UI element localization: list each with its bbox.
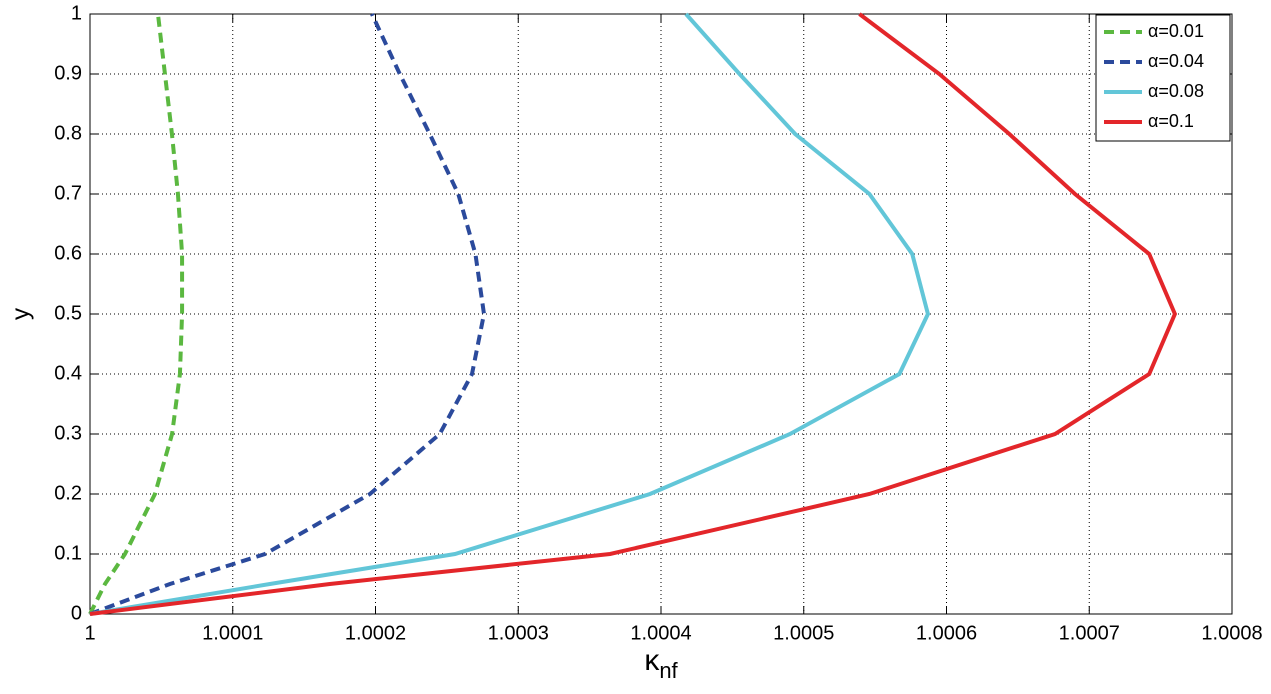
x-axis-label-sub: nf <box>659 658 678 683</box>
y-tick-label: 0.3 <box>54 422 82 444</box>
y-axis-label: y <box>7 308 34 320</box>
line-series <box>89 12 931 616</box>
x-tick-label: 1.0003 <box>488 622 549 644</box>
y-tick-label: 0.4 <box>54 362 82 384</box>
x-tick-label: 1.0005 <box>773 622 834 644</box>
y-tick-label: 0.2 <box>54 482 82 504</box>
x-tick-label: 1.0004 <box>630 622 691 644</box>
legend: α=0.01 α=0.04 α=0.08 α=0.1 <box>1095 14 1231 142</box>
line-series <box>89 12 1178 616</box>
legend-label: α=0.08 <box>1148 81 1204 101</box>
x-tick-label: 1.0006 <box>916 622 977 644</box>
line-series <box>88 13 185 615</box>
y-tick-label: 0 <box>71 602 82 624</box>
x-tick-label: 1.0001 <box>202 622 263 644</box>
y-tick-label: 0.6 <box>54 242 82 264</box>
x-axis-label-main: κ <box>644 644 660 677</box>
y-tick-label: 0.5 <box>54 302 82 324</box>
plot-frame <box>89 13 1233 615</box>
x-tick-label: 1 <box>84 622 95 644</box>
y-tick-label: 1 <box>71 2 82 24</box>
x-tick-label: 1.0007 <box>1059 622 1120 644</box>
legend-label: α=0.01 <box>1148 21 1204 41</box>
line-series <box>89 13 487 616</box>
y-tick-label: 0.7 <box>54 182 82 204</box>
x-axis-label: κnf <box>644 644 678 683</box>
x-tick-label: 1.0002 <box>345 622 406 644</box>
x-tick-label: 1.0008 <box>1201 622 1262 644</box>
legend-label: α=0.1 <box>1148 111 1194 131</box>
y-tick-label: 0.1 <box>54 542 82 564</box>
legend-label: α=0.04 <box>1148 51 1204 71</box>
y-tick-label: 0.9 <box>54 62 82 84</box>
y-tick-label: 0.8 <box>54 122 82 144</box>
